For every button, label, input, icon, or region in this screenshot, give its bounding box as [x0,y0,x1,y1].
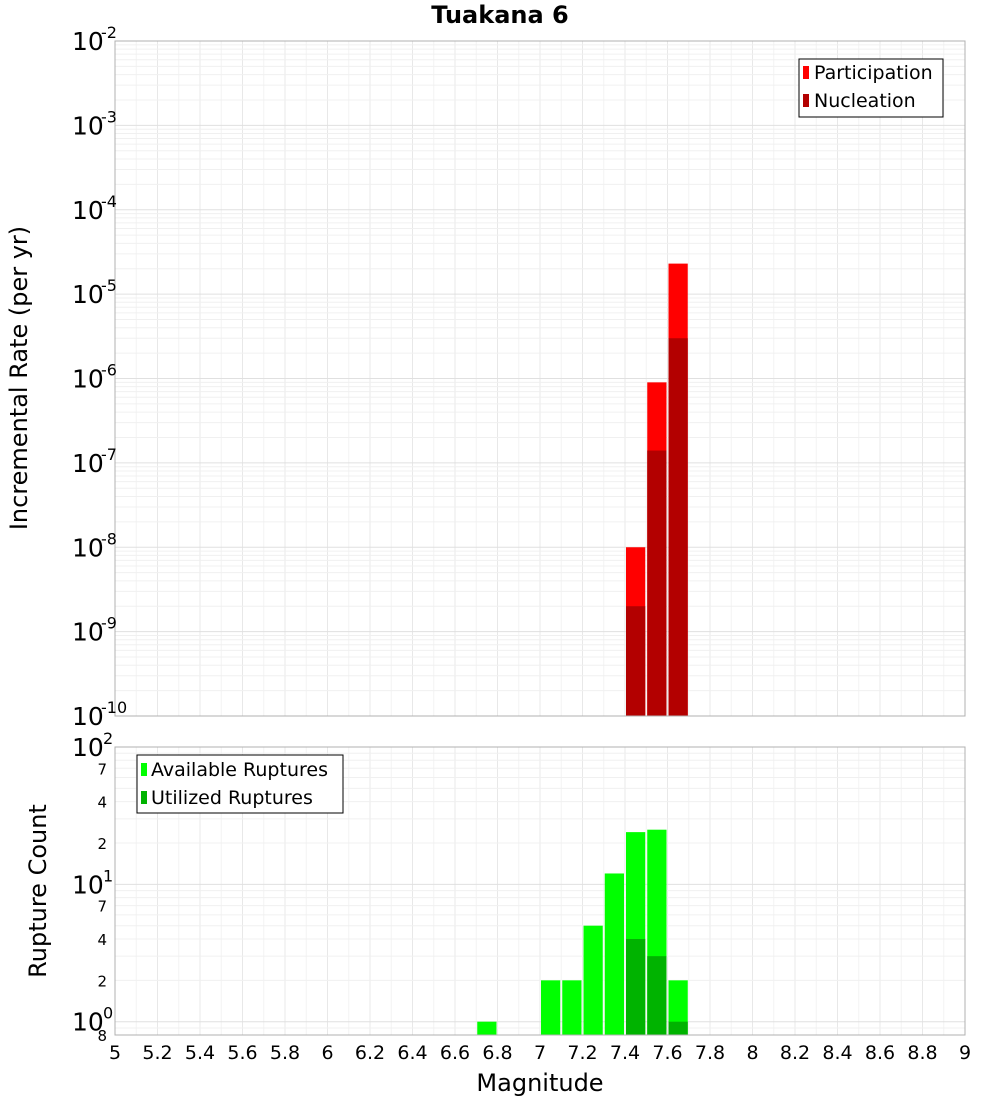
y-tick-label-base: 10 [72,449,104,478]
top-y-axis-label: Incremental Rate (per yr) [5,226,33,530]
top-plot-frame [114,40,966,717]
chart-title: Tuakana 6 [431,1,569,29]
legend-swatch-utilized-ruptures [141,791,147,804]
y-tick-label-exponent: -5 [101,276,117,295]
bar-available-ruptures [477,1021,497,1035]
x-tick-label: 6.6 [440,1042,470,1064]
bar-available-ruptures [604,873,624,1035]
y-tick-label-exponent: -7 [101,445,117,464]
top-chart-bars [626,263,688,716]
top-legend: Participation Nucleation [798,58,944,118]
bar-utilized-ruptures [668,1021,688,1035]
y-tick-label-exponent: -3 [101,107,117,126]
x-tick-label: 7 [534,1042,546,1064]
y-tick-label-base: 10 [72,196,104,225]
bar-utilized-ruptures [647,956,667,1035]
x-tick-label: 6.8 [482,1042,512,1064]
y-tick-label-base: 10 [72,533,104,562]
x-tick-label: 8.4 [822,1042,852,1064]
bar-available-ruptures [541,980,561,1035]
y-tick-label-exponent: -2 [101,23,117,42]
y-tick-label-exponent: -9 [101,614,117,633]
bottom-plot-frame [114,746,966,1036]
bottom-chart-bars [477,829,688,1035]
y-tick-label-exponent: 1 [103,866,113,885]
x-tick-label: 9 [959,1042,971,1064]
legend-swatch-available-ruptures [141,763,147,776]
bottom-y-axis-label: Rupture Count [24,804,52,978]
x-tick-labels: 5 5.2 5.4 5.6 5.8 6 6.2 6.4 6.6 6.8 7 7.2 7.4 7.6 7.8 8… [109,1042,971,1064]
bar-nucleation [647,450,667,716]
x-tick-label: 5.4 [185,1042,215,1064]
y-minor-tick-label: 4 [97,794,107,812]
y-tick-label-base: 10 [72,111,104,140]
x-tick-label: 6.4 [397,1042,427,1064]
y-tick-label-base: 10 [72,280,104,309]
bar-available-ruptures [562,980,582,1035]
top-chart-grid [114,41,966,717]
top-legend-box [798,58,944,118]
y-tick-label-base: 10 [72,870,104,899]
legend-label-utilized-ruptures: Utilized Ruptures [151,787,313,809]
y-tick-label-exponent: 0 [103,1004,113,1023]
y-tick-label-exponent: -6 [101,361,117,380]
x-tick-label: 5.6 [227,1042,257,1064]
y-minor-tick-label: 2 [97,835,107,853]
y-tick-label-base: 10 [72,702,104,731]
x-tick-label: 7.4 [610,1042,640,1064]
y-minor-tick-label: 7 [97,898,107,916]
y-minor-tick-label: 2 [97,972,107,990]
bar-available-ruptures [583,925,603,1035]
y-tick-label-base: 10 [72,27,104,56]
x-tick-label: 5.2 [142,1042,172,1064]
bar-utilized-ruptures [626,939,646,1035]
x-tick-label: 7.2 [567,1042,597,1064]
y-tick-label-base: 10 [72,1008,104,1037]
x-tick-label: 8.8 [907,1042,937,1064]
y-tick-label-exponent: -4 [101,192,117,211]
x-tick-label: 7.6 [652,1042,682,1064]
x-tick-label: 6 [321,1042,333,1064]
y-tick-label-exponent: -10 [101,698,127,717]
bottom-legend: Available Ruptures Utilized Ruptures [136,754,344,814]
x-tick-label: 7.8 [695,1042,725,1064]
bottom-legend-box [136,754,344,814]
x-tick-label: 5 [109,1042,121,1064]
legend-swatch-participation [803,66,809,79]
x-tick-label: 8.2 [780,1042,810,1064]
x-tick-label: 5.8 [270,1042,300,1064]
bar-nucleation [668,338,688,716]
y-minor-tick-label: 4 [97,931,107,949]
y-tick-label-base: 10 [72,618,104,647]
y-minor-tick-label: 7 [97,760,107,778]
x-tick-label: 6.2 [355,1042,385,1064]
x-tick-label: 8.6 [865,1042,895,1064]
x-tick-label: 8 [746,1042,758,1064]
bar-nucleation [626,606,646,716]
y-tick-label-exponent: 2 [103,729,113,748]
x-axis-label: Magnitude [476,1069,603,1097]
y-tick-label-base: 10 [72,733,104,762]
bar-available-ruptures [668,980,688,1035]
y-tick-label-base: 10 [72,365,104,394]
legend-label-participation: Participation [814,62,933,84]
y-minor-tick-label: 8 [97,1027,107,1045]
legend-swatch-nucleation [803,94,809,107]
legend-label-available-ruptures: Available Ruptures [151,759,328,781]
legend-label-nucleation: Nucleation [814,90,916,112]
y-tick-label-exponent: -8 [101,529,117,548]
